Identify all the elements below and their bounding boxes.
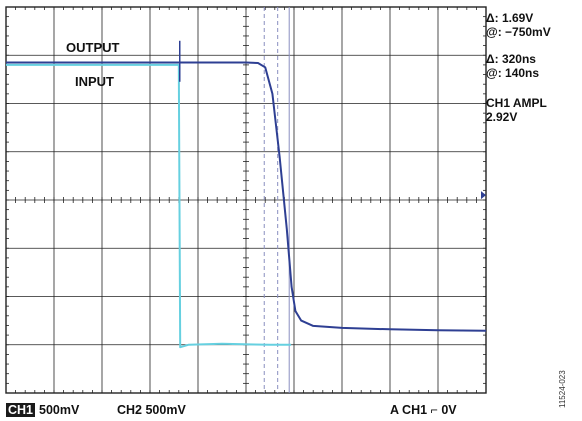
trigger-source: A CH1 bbox=[390, 403, 428, 417]
amplitude-value: 2.92V bbox=[486, 110, 518, 124]
cursor-lines bbox=[263, 7, 290, 393]
traces bbox=[6, 40, 487, 349]
falling-edge-icon: ⌐ bbox=[430, 403, 438, 417]
cursor-voltage-readout: @: −750mV bbox=[486, 25, 551, 39]
ch1-reference-marker bbox=[481, 191, 486, 200]
ch1-badge: CH1 bbox=[6, 403, 36, 417]
cursor-time-readout: @: 140ns bbox=[486, 66, 540, 80]
trigger-level: 0V bbox=[441, 403, 457, 417]
graticule bbox=[5, 6, 487, 394]
figure-id: 11524-023 bbox=[558, 370, 567, 408]
trace-labels: OUTPUT INPUT bbox=[66, 40, 120, 89]
delta-time-readout: Δ: 320ns bbox=[486, 52, 536, 66]
delta-voltage-readout: Δ: 1.69V bbox=[486, 11, 534, 25]
amplitude-label: CH1 AMPL bbox=[486, 96, 547, 110]
ch1-scale: CH1 500mV bbox=[6, 403, 79, 417]
ch1-scale-value: 500mV bbox=[39, 403, 80, 417]
ch2-scale: CH2 500mV bbox=[117, 403, 186, 417]
trace-output bbox=[6, 61, 487, 332]
trace-input bbox=[6, 63, 292, 349]
output-label: OUTPUT bbox=[66, 40, 120, 55]
input-label: INPUT bbox=[75, 74, 114, 89]
trigger-readout: A CH1 ⌐ 0V bbox=[390, 403, 457, 417]
